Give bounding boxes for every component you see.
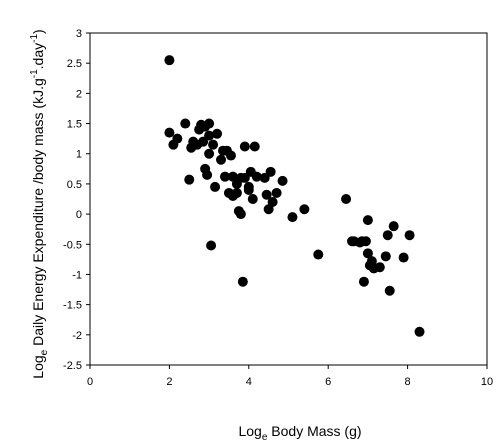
data-point — [243, 181, 254, 192]
data-point — [360, 236, 371, 247]
data-point — [277, 175, 288, 186]
data-point — [380, 251, 391, 262]
y-tick-label: 0 — [76, 209, 82, 221]
x-axis-title: Loge Body Mass (g) — [238, 423, 361, 443]
data-point — [172, 133, 183, 144]
data-point — [398, 252, 409, 263]
data-point — [247, 194, 258, 204]
data-point — [206, 240, 217, 251]
y-tick-label: 2 — [76, 88, 82, 100]
data-point — [237, 276, 248, 287]
data-point — [362, 248, 373, 259]
y-tick-label: 1 — [76, 149, 82, 161]
y-axis-title: Loge Daily Energy Expenditure /body mass… — [29, 29, 50, 378]
data-point — [210, 181, 221, 192]
x-tick-label: 4 — [246, 376, 252, 388]
data-point — [358, 276, 369, 287]
data-point — [414, 326, 425, 337]
y-tick-label: -2.5 — [63, 360, 82, 372]
data-point — [374, 262, 385, 273]
x-tick-label: 10 — [481, 376, 493, 388]
y-axis-ticks: 3 2.5 2 1.5 1 0.5 0 -0.5 -1 -1.5 -2 -2.5 — [63, 28, 90, 372]
data-point — [208, 139, 219, 150]
data-point — [388, 221, 399, 232]
data-point — [251, 171, 262, 182]
data-point — [204, 118, 215, 129]
data-point — [212, 128, 223, 139]
x-axis-ticks: 0 2 4 6 8 10 — [87, 365, 493, 388]
data-point — [384, 285, 395, 296]
data-point — [265, 166, 276, 177]
y-tick-label: 3 — [76, 28, 82, 40]
data-point — [404, 230, 415, 241]
data-point — [382, 230, 393, 241]
y-tick-label: 2.5 — [67, 58, 82, 70]
data-point — [184, 174, 195, 185]
data-point — [287, 212, 298, 223]
data-point — [219, 171, 230, 182]
data-point — [313, 249, 324, 260]
y-tick-label: -2 — [72, 330, 82, 342]
data-points — [164, 55, 425, 337]
data-point — [271, 187, 282, 198]
data-point — [204, 148, 215, 159]
data-point — [202, 169, 213, 180]
x-tick-label: 8 — [405, 376, 411, 388]
data-point — [231, 187, 242, 198]
y-tick-label: -0.5 — [63, 239, 82, 251]
y-tick-label: 1.5 — [67, 119, 82, 131]
y-tick-label: -1.5 — [63, 300, 82, 312]
data-point — [225, 150, 236, 161]
data-point — [239, 141, 250, 152]
data-point — [261, 189, 272, 200]
data-point — [164, 127, 175, 138]
x-tick-label: 6 — [325, 376, 331, 388]
y-tick-label: -1 — [72, 269, 82, 281]
x-tick-label: 0 — [87, 376, 93, 388]
data-point — [235, 209, 246, 220]
data-point — [299, 204, 310, 215]
data-point — [164, 55, 175, 66]
data-point — [204, 130, 215, 141]
data-point — [216, 154, 227, 165]
x-tick-label: 2 — [166, 376, 172, 388]
data-point — [267, 197, 278, 208]
data-point — [249, 141, 260, 152]
data-point — [341, 194, 352, 204]
data-point — [362, 215, 373, 226]
data-point — [180, 118, 191, 129]
plot-area-frame — [89, 32, 488, 366]
y-tick-label: 0.5 — [67, 179, 82, 191]
